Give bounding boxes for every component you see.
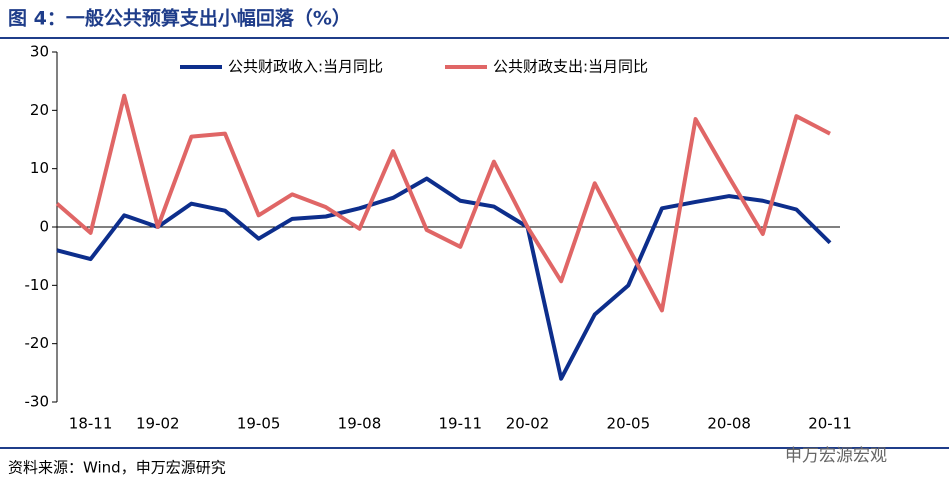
y-tick-label: -10 [25,276,50,294]
source: 资料来源：Wind，申万宏源研究 [8,459,226,477]
chart-title: 图 4：一般公共预算支出小幅回落（%） [8,7,351,30]
x-tick-label: 19-02 [136,415,180,433]
x-tick-label: 19-05 [237,415,281,433]
series-line [55,93,831,313]
y-tick-label: 0 [39,218,49,236]
x-tick-label: 19-11 [439,415,483,433]
watermark: 申万宏源宏观 [785,446,887,466]
series-line [56,176,832,381]
y-tick-label: 10 [30,159,49,177]
x-tick-label: 18-11 [69,415,113,433]
y-tick-label: 20 [30,101,49,119]
legend-label: 公共财政支出:当月同比 [493,58,648,76]
x-tick-label: 20-02 [506,415,550,433]
x-tick-label: 20-05 [607,415,651,433]
x-tick-label: 19-08 [338,415,382,433]
y-tick-label: 30 [30,43,49,61]
x-tick-label: 20-11 [808,415,852,433]
legend-label: 公共财政收入:当月同比 [228,58,383,76]
y-tick-label: -30 [25,393,50,411]
y-tick-label: -20 [25,334,50,352]
x-tick-label: 20-08 [707,415,751,433]
